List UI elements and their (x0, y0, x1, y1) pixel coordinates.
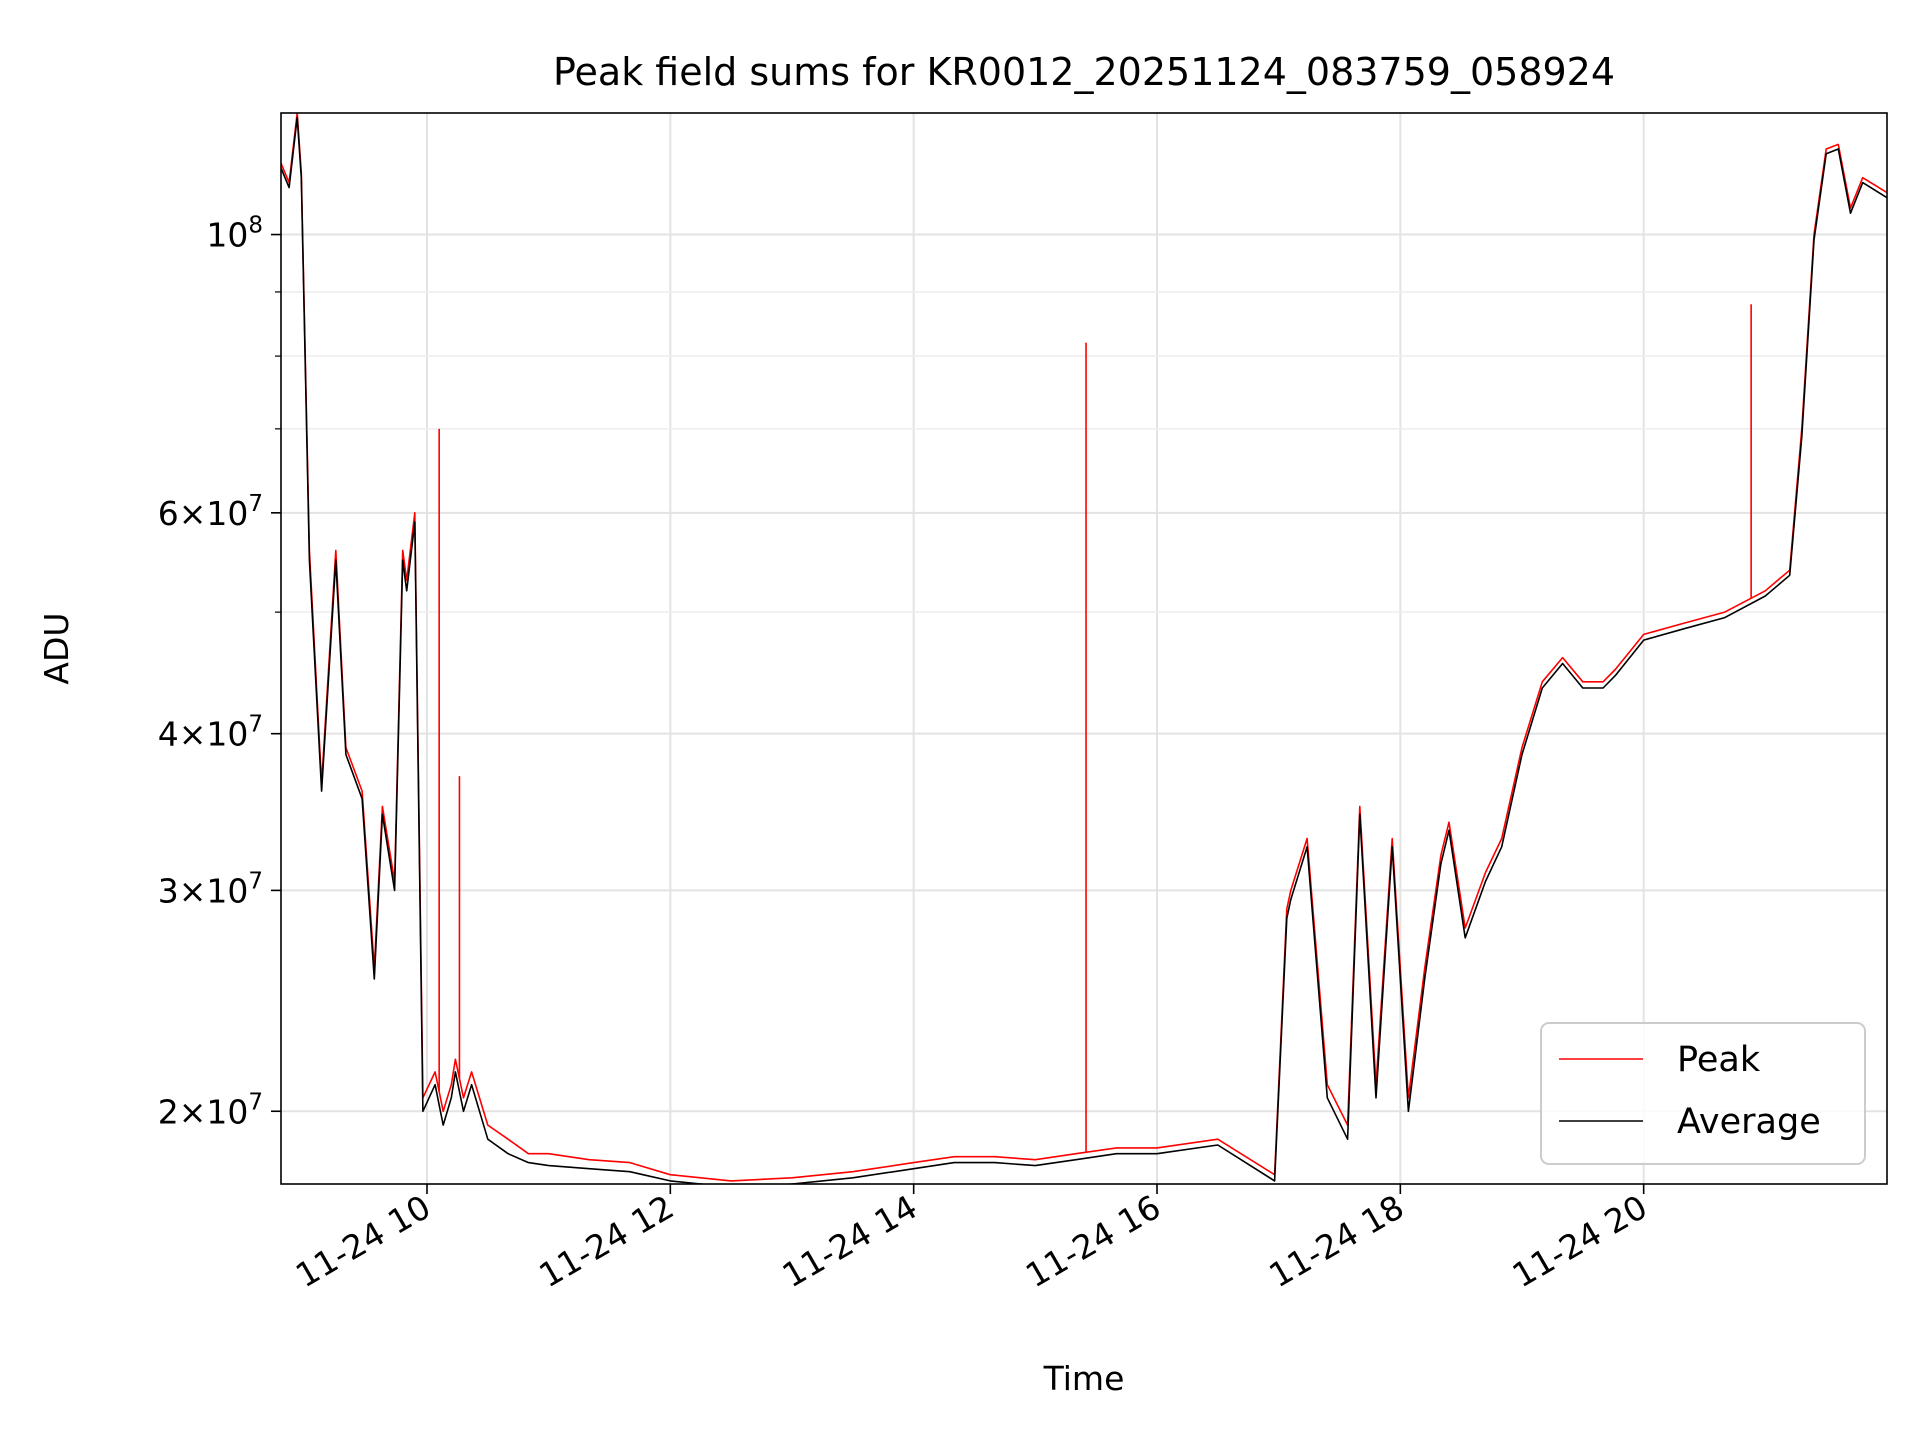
y-tick-exponent: 7 (248, 868, 263, 894)
y-tick-mantissa: 2× (158, 1092, 207, 1131)
legend: Peak Average (1540, 1022, 1866, 1165)
axes-frame (280, 112, 1888, 1185)
x-axis-label: Time (1043, 1359, 1125, 1398)
y-tick-label: 6×107 (158, 491, 263, 533)
y-tick-mantissa: 4× (158, 715, 207, 754)
y-tick-label: 2×107 (158, 1089, 263, 1131)
chart-title: Peak field sums for KR0012_20251124_0837… (553, 50, 1615, 94)
y-tick-base: 10 (206, 216, 248, 255)
y-tick-mantissa: 6× (158, 494, 207, 533)
legend-label-average: Average (1677, 1102, 1821, 1142)
y-tick-base: 10 (206, 1092, 248, 1131)
y-tick-label: 108 (206, 213, 263, 255)
y-tick-exponent: 8 (248, 213, 263, 239)
series-line-peak (281, 113, 1887, 1182)
y-tick-label: 3×107 (158, 868, 263, 910)
y-axis-label: ADU (37, 612, 76, 684)
series-group (281, 113, 1887, 1184)
y-tick-exponent: 7 (248, 1089, 263, 1115)
grid (281, 113, 1887, 1184)
y-tick-exponent: 7 (248, 491, 263, 517)
y-tick-exponent: 7 (248, 712, 263, 738)
y-tick-mantissa: 3× (158, 871, 207, 910)
y-tick-base: 10 (206, 715, 248, 754)
y-tick-label: 4×107 (158, 712, 263, 754)
series-line-average (281, 116, 1887, 1184)
y-tick-base: 10 (206, 871, 248, 910)
series-layer (281, 113, 1887, 1184)
y-tick-base: 10 (206, 494, 248, 533)
legend-label-peak: Peak (1677, 1040, 1761, 1080)
